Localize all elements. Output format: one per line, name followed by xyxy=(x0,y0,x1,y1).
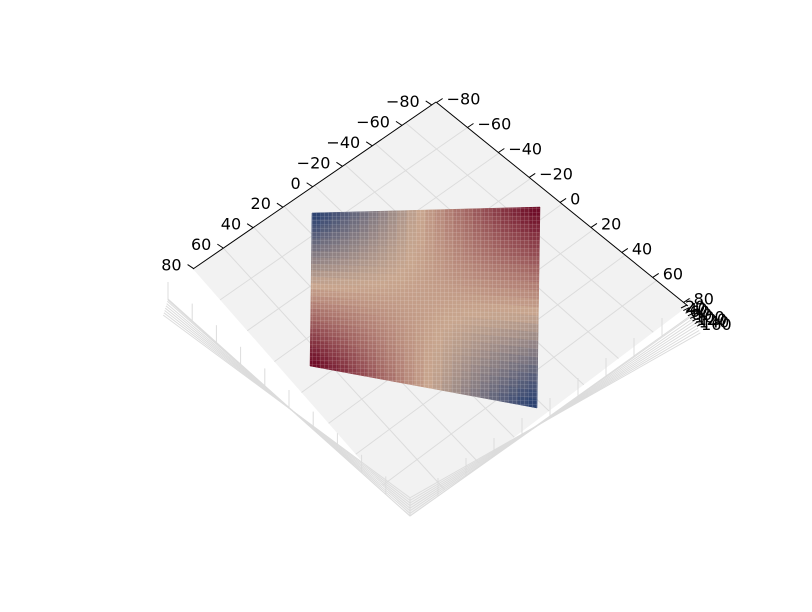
z-tick-label: 160 xyxy=(701,315,732,334)
y-axis-ticks: −80 −60 −40 −20 0 20 40 60 80 xyxy=(436,89,714,308)
y-tick-label: 0 xyxy=(570,189,580,208)
x-tick-label: −40 xyxy=(326,133,360,152)
x-tick xyxy=(187,264,194,270)
z-tick-label: 120 xyxy=(697,310,728,329)
y-tick-label: −80 xyxy=(447,89,481,108)
x-tick xyxy=(246,223,254,229)
z-axis-edges xyxy=(162,282,701,517)
y-tick xyxy=(498,148,505,153)
x-axis-ticks: 80 60 40 20 0 −20−40 −60−80 xyxy=(161,92,433,275)
y-tick xyxy=(652,273,659,278)
z-tick xyxy=(680,304,688,309)
y-tick xyxy=(683,298,690,303)
x-tick-label: −60 xyxy=(356,112,390,131)
x-tick-label: 80 xyxy=(161,256,181,275)
z-tick xyxy=(683,307,690,312)
y-tick-label: −20 xyxy=(539,164,573,183)
z-tick-label: 140 xyxy=(699,313,730,332)
y-tick xyxy=(590,223,598,228)
z-tick xyxy=(696,322,704,327)
x-tick xyxy=(395,120,403,126)
x-tick-label: −80 xyxy=(386,92,420,111)
y-tick-label: 60 xyxy=(663,264,683,283)
surface xyxy=(309,206,541,409)
y-tick-label: −40 xyxy=(508,139,542,158)
z-tick xyxy=(689,314,697,319)
y-tick xyxy=(436,98,443,103)
z-edge-line xyxy=(162,314,701,499)
x-tick xyxy=(365,141,373,147)
x-axis-line xyxy=(192,101,437,270)
y-tick xyxy=(467,123,474,128)
x-tick xyxy=(217,243,224,249)
y-tick xyxy=(559,198,567,203)
y-tick-label: −60 xyxy=(477,114,511,133)
z-tick xyxy=(687,312,695,317)
z-tick-label: 100 xyxy=(694,307,725,326)
y-axis-line xyxy=(435,101,689,307)
x-tick xyxy=(276,202,284,208)
y-tick-label: 80 xyxy=(694,289,714,308)
x-tick-label: 60 xyxy=(191,235,211,254)
z-tick xyxy=(685,309,692,314)
x-tick xyxy=(336,161,343,167)
y-tick-label: 20 xyxy=(601,214,621,233)
z-tick xyxy=(694,320,702,325)
x-tick xyxy=(306,182,313,188)
x-tick-label: 20 xyxy=(251,194,271,213)
x-tick xyxy=(425,100,433,106)
surface-mesh xyxy=(310,207,540,408)
x-tick-label: −20 xyxy=(297,153,331,172)
y-tick xyxy=(621,248,629,253)
y-tick xyxy=(528,173,536,178)
x-tick-label: 0 xyxy=(290,174,300,193)
x-tick-label: 40 xyxy=(221,215,241,234)
z-tick xyxy=(692,317,699,322)
y-tick-label: 40 xyxy=(632,239,652,258)
